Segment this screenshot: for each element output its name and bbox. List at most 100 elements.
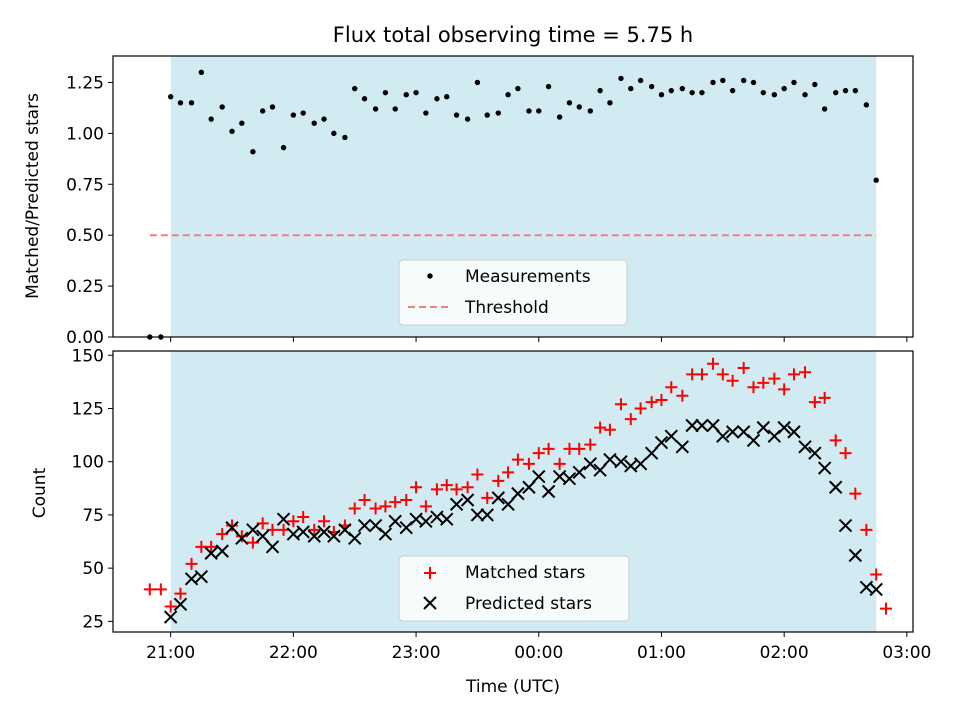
top-series-1-point-37 bbox=[515, 85, 521, 92]
top-series-1-point-68 bbox=[832, 89, 839, 96]
bottom-series-2-point-14 bbox=[296, 525, 310, 539]
bottom-series-1-point-64 bbox=[787, 368, 800, 381]
bottom-series-2-point-8 bbox=[235, 531, 249, 546]
top-series-1-point-59 bbox=[740, 77, 747, 84]
bottom-series-1-point-10 bbox=[235, 530, 248, 543]
bottom-series-1-point-51 bbox=[655, 393, 668, 406]
bottom-series-2-point-50 bbox=[664, 429, 678, 443]
bottom-series-1-point-30 bbox=[440, 479, 453, 492]
bottom-series-2-point-63 bbox=[798, 440, 812, 454]
bottom-series-1-point-45 bbox=[594, 421, 607, 434]
top-series-1-point-57 bbox=[720, 77, 726, 84]
bottom-series-2-point-37 bbox=[532, 469, 546, 484]
top-series-1-point-47 bbox=[618, 75, 624, 82]
top-series-1-point-55 bbox=[699, 89, 705, 96]
top-series-1-point-54 bbox=[689, 89, 695, 96]
bottom-series-2-point-15 bbox=[307, 529, 321, 543]
top-series-1-point-15 bbox=[290, 112, 297, 118]
bottom-series-2-point-62 bbox=[787, 425, 801, 439]
bottom-series-1-point-66 bbox=[808, 396, 821, 409]
bottom-series-2-point-40 bbox=[562, 472, 577, 486]
top-series-1-point-62 bbox=[771, 91, 778, 98]
bottom-series-2-point-48 bbox=[644, 446, 659, 460]
top-series-1-point-11 bbox=[250, 149, 256, 155]
top-series-1-point-61 bbox=[760, 89, 767, 96]
bottom-series-2-point-29 bbox=[449, 497, 464, 511]
bottom-series-2-point-55 bbox=[716, 429, 730, 443]
bottom-series-2-point-68 bbox=[848, 548, 863, 563]
top-series-1-point-24 bbox=[382, 89, 389, 96]
top-series-1-point-36 bbox=[505, 91, 511, 98]
top-series-1-point-18 bbox=[321, 116, 327, 122]
top-series-1-point-49 bbox=[637, 77, 644, 84]
bottom-series-2-point-16 bbox=[317, 525, 331, 539]
top-series-1-point-31 bbox=[453, 112, 460, 118]
top-y-axis-title: Matched/Predicted stars bbox=[23, 93, 43, 299]
bottom-series-2-point-38 bbox=[541, 484, 556, 499]
bottom-series-1-point-73 bbox=[880, 602, 893, 615]
top-series-1-point-39 bbox=[536, 108, 542, 114]
top-series-1-point-27 bbox=[413, 89, 419, 96]
top-series-1-point-32 bbox=[464, 116, 471, 122]
top-ytick-label-3: 0.50 bbox=[66, 226, 104, 246]
bottom-series-1-point-56 bbox=[707, 357, 719, 370]
bottom-series-1-point-2 bbox=[154, 583, 167, 596]
bottom-series-1-point-15 bbox=[287, 515, 300, 528]
top-legend: Measurements Threshold bbox=[398, 259, 628, 326]
top-series-1-point-72 bbox=[873, 177, 879, 183]
top-series-1-point-25 bbox=[392, 106, 398, 112]
top-series-1-point-30 bbox=[444, 94, 450, 100]
top-panel: 0.00 0.25 0.50 0.75 1.00 1.25 bbox=[66, 55, 914, 348]
top-series-1-point-35 bbox=[495, 110, 501, 116]
bottom-legend: Matched stars Predicted stars bbox=[398, 555, 630, 622]
top-series-1 bbox=[147, 69, 879, 340]
bottom-xtick-label-2: 22:00 bbox=[269, 643, 318, 663]
top-ytick-label-6: 1.25 bbox=[66, 73, 104, 93]
bottom-series-1-point-49 bbox=[634, 402, 647, 415]
bottom-series-1-point-9 bbox=[226, 519, 239, 532]
top-series-1-point-43 bbox=[576, 104, 582, 110]
top-series-1-point-7 bbox=[208, 116, 214, 122]
bottom-series-1-point-27 bbox=[410, 481, 423, 494]
top-series-1-point-3 bbox=[167, 94, 174, 100]
bottom-series-1-point-31 bbox=[450, 483, 463, 496]
bottom-ytick-label-6: 150 bbox=[72, 346, 104, 366]
bottom-series-2-point-4 bbox=[194, 569, 209, 584]
bottom-xtick-label-7: 03:00 bbox=[882, 643, 931, 663]
bottom-ytick-label-1: 25 bbox=[82, 612, 104, 632]
bottom-series-2-point-64 bbox=[808, 446, 822, 460]
legend-label-matched: Matched stars bbox=[465, 563, 585, 583]
top-series-1-point-34 bbox=[484, 112, 490, 118]
legend-label-threshold: Threshold bbox=[464, 298, 549, 318]
top-ytick-label-4: 0.75 bbox=[66, 175, 104, 195]
top-series-1-point-58 bbox=[729, 87, 736, 94]
bottom-series-2-point-19 bbox=[348, 531, 362, 546]
bottom-series-2-point-2 bbox=[173, 597, 188, 612]
bottom-ytick-label-4: 100 bbox=[72, 453, 104, 473]
bottom-series-1-point-8 bbox=[216, 528, 229, 541]
top-series-1-point-4 bbox=[177, 100, 184, 106]
bottom-series-1-point-48 bbox=[624, 413, 637, 426]
bottom-series-2-point-41 bbox=[572, 465, 586, 480]
top-series-1-point-67 bbox=[821, 106, 828, 112]
bottom-series-1-point-24 bbox=[379, 500, 392, 513]
bottom-ytick-label-2: 50 bbox=[82, 559, 104, 579]
bottom-series-1-point-14 bbox=[277, 523, 290, 536]
bottom-series-1-point-59 bbox=[737, 362, 750, 375]
bottom-series-1-point-60 bbox=[747, 381, 760, 394]
top-series-1-point-52 bbox=[668, 87, 674, 94]
bottom-series-2-point-36 bbox=[522, 480, 536, 494]
bottom-series-1-point-55 bbox=[695, 368, 708, 381]
bottom-series-2-point-53 bbox=[695, 418, 709, 433]
bottom-ytick-label-5: 125 bbox=[72, 399, 104, 419]
top-series-1-point-13 bbox=[269, 104, 276, 110]
top-ytick-label-5: 1.00 bbox=[66, 124, 104, 144]
bottom-series-1-point-1 bbox=[143, 583, 156, 596]
bottom-series-1-point-35 bbox=[492, 474, 505, 487]
bottom-series-2-point-31 bbox=[470, 508, 485, 522]
bottom-series-1-point-11 bbox=[246, 536, 259, 549]
bottom-series-2-point-20 bbox=[357, 518, 372, 533]
top-series-1-point-42 bbox=[566, 100, 573, 106]
top-series-1-point-69 bbox=[842, 87, 849, 94]
bottom-series-2-point-52 bbox=[685, 418, 699, 433]
